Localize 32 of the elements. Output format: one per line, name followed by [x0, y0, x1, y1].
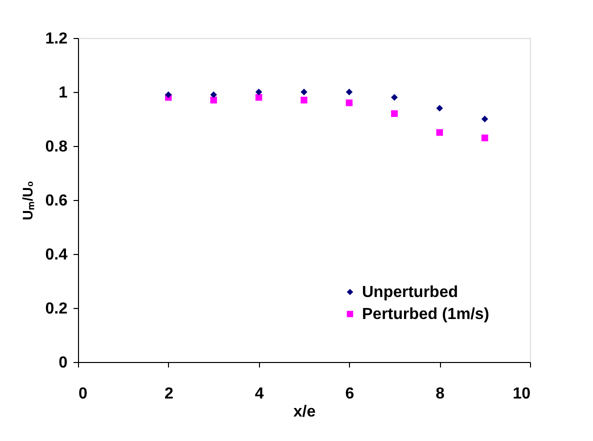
y-tick-label: 1: [58, 84, 68, 102]
point: [391, 110, 398, 117]
point: [255, 94, 262, 101]
point: [210, 91, 217, 98]
point: [391, 94, 398, 101]
point: [346, 88, 353, 96]
point: [481, 134, 488, 142]
point: [300, 88, 308, 96]
y-tick-label: 1.2: [45, 30, 68, 48]
y-tick-label: 0: [58, 354, 68, 372]
x-tick-label: 4: [254, 386, 264, 402]
x-tick-label: 10: [512, 386, 531, 402]
y-tick-label: 0.6: [45, 192, 68, 210]
x-tick-label: 2: [164, 386, 174, 402]
point: [210, 96, 217, 104]
x-axis-title: x/e: [293, 404, 316, 420]
y-tick-label: 0.8: [45, 138, 68, 156]
x-tick-label: 8: [436, 386, 445, 402]
x-tick-label: 0: [78, 386, 88, 402]
y-tick-label: 0.2: [45, 300, 68, 318]
legend-label: Perturbed (1m/s): [362, 306, 490, 323]
point: [481, 116, 488, 122]
y-tick-label: 0.4: [45, 246, 68, 264]
point: [165, 91, 172, 98]
point: [255, 88, 262, 96]
point: [436, 129, 443, 136]
point: [300, 96, 308, 104]
legend-label: Unperturbed: [362, 284, 458, 301]
x-tick-label: 6: [345, 386, 354, 402]
y-axis-title: Uₘ/U₀: [19, 180, 36, 220]
point: [436, 104, 443, 112]
point: [346, 99, 353, 106]
